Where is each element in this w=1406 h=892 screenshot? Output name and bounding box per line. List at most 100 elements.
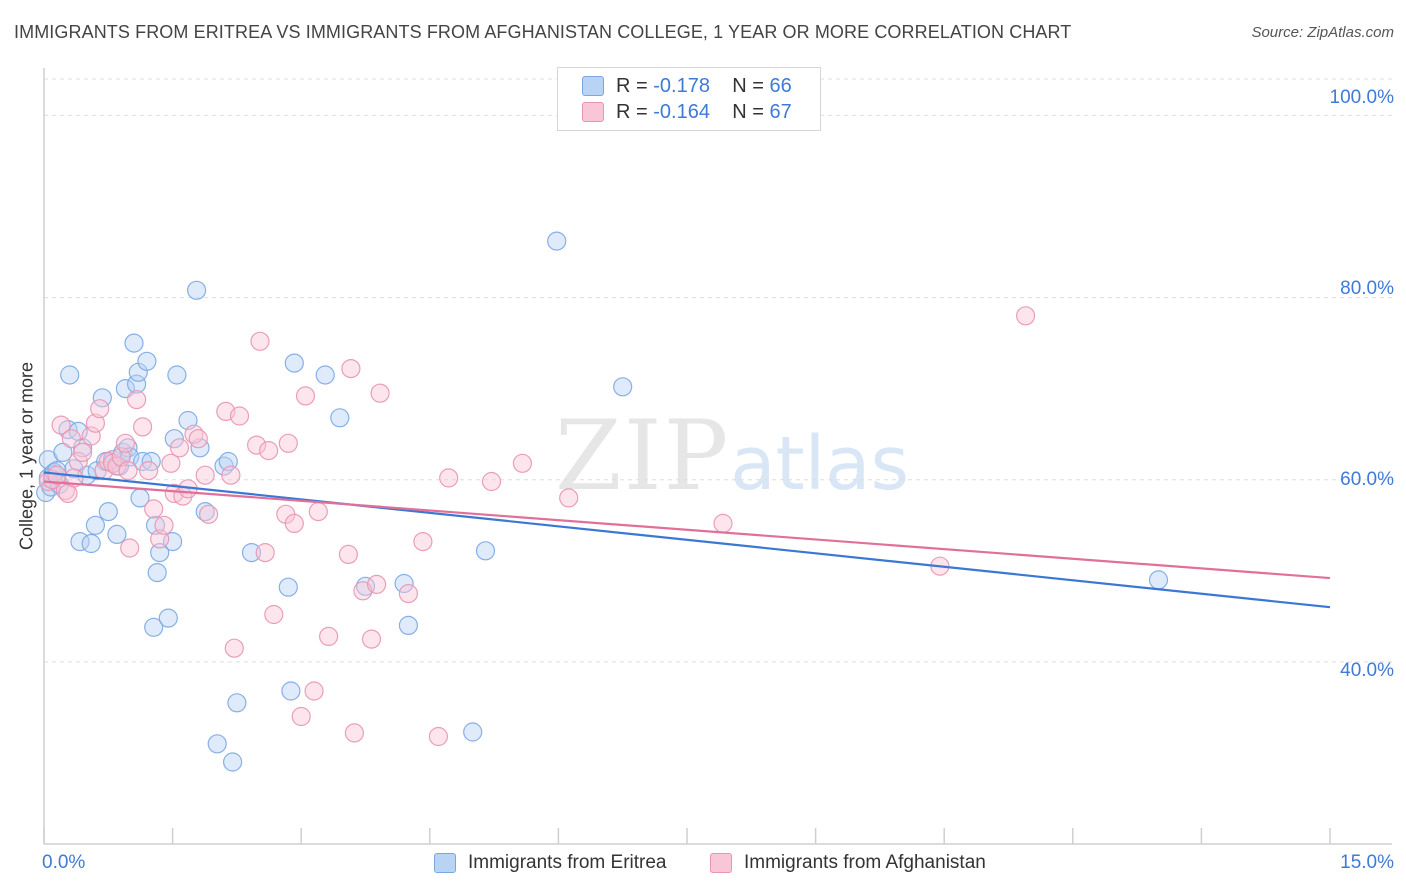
afghanistan-point (188, 429, 208, 449)
n-value-afghanistan: 67 (769, 101, 792, 123)
eritrea-point (195, 502, 215, 522)
axes (43, 68, 1392, 845)
eritrea-point (241, 542, 262, 563)
data-points (36, 231, 1169, 772)
afghanistan-point (195, 465, 215, 485)
eritrea-point (124, 333, 144, 353)
afghanistan-point (68, 451, 88, 472)
afghanistan-point (367, 574, 387, 595)
afghanistan-point (259, 441, 279, 461)
n-value-eritrea: 66 (769, 75, 792, 97)
y-tick-label: 100.0% (1329, 87, 1394, 108)
eritrea-trend-line (43, 471, 1331, 609)
correlation-legend: R = -0.178 N = 66 R = -0.164 N = 67 (557, 67, 821, 131)
eritrea-point (98, 502, 118, 522)
afghanistan-point (85, 413, 106, 433)
r-value-eritrea: -0.178 (653, 75, 710, 97)
afghanistan-trend-line (43, 480, 1331, 580)
afghanistan-point (61, 429, 82, 449)
afghanistan-point (370, 383, 390, 403)
afghanistan-point (284, 513, 304, 534)
eritrea-point (281, 681, 301, 701)
eritrea-point (60, 365, 80, 385)
afghanistan-point (439, 468, 459, 488)
afghanistan-point (118, 461, 138, 481)
afghanistan-point (713, 513, 733, 534)
eritrea-point (398, 615, 418, 636)
eritrea-point (330, 408, 350, 428)
eritrea-point (150, 542, 170, 563)
afghanistan-point (413, 531, 433, 552)
n-label: N = (732, 101, 764, 123)
afghanistan-point (338, 544, 358, 565)
afghanistan-point (428, 726, 448, 747)
afghanistan-point (247, 435, 267, 455)
source-note: Source: ZipAtlas.com (1251, 24, 1394, 41)
afghanistan-point (144, 499, 164, 519)
afghanistan-point (154, 515, 174, 535)
y-axis-label: College, 1 year or more (16, 361, 37, 551)
afghanistan-point (344, 723, 364, 743)
afghanistan-point (308, 502, 328, 522)
afghanistan-point (115, 433, 136, 453)
eritrea-point (187, 280, 207, 300)
afghanistan-point (72, 442, 93, 462)
afghanistan-point (120, 538, 140, 558)
x-tick-label-min: 0.0% (42, 852, 86, 873)
grid-lines (44, 78, 1392, 663)
eritrea-swatch (582, 76, 604, 96)
eritrea-point (107, 524, 127, 545)
y-tick-label: 80.0% (1340, 278, 1394, 299)
afghanistan-point (1015, 306, 1036, 326)
watermark-zip: ZIP (555, 400, 731, 512)
afghanistan-point (278, 433, 298, 453)
afghanistan-point (341, 359, 361, 379)
afghanistan-point (51, 415, 71, 435)
eritrea-point (164, 429, 184, 449)
legend-text-eritrea: R = -0.178 N = 66 (616, 75, 792, 98)
afghanistan-point (264, 604, 284, 625)
afghanistan-point (512, 453, 533, 473)
eritrea-point (1148, 570, 1169, 590)
eritrea-point (147, 562, 167, 583)
y-tick-label: 40.0% (1340, 660, 1394, 681)
watermark-atlas: atlas (730, 421, 910, 507)
eritrea-point (144, 617, 164, 637)
afghanistan-point (221, 465, 241, 485)
y-tick-label: 60.0% (1340, 469, 1394, 490)
eritrea-point (53, 442, 73, 462)
eritrea-point (223, 752, 243, 772)
afghanistan-point (295, 386, 316, 406)
x-tick-label-max: 15.0% (1340, 852, 1394, 873)
afghanistan-point (481, 471, 502, 492)
afghanistan-point (291, 706, 311, 727)
afghanistan-point (229, 406, 250, 426)
eritrea-point (167, 365, 187, 385)
legend-label-afghanistan: Immigrants from Afghanistan (744, 852, 986, 873)
eritrea-point (284, 353, 304, 373)
afghanistan-point (127, 390, 147, 410)
eritrea-point (278, 577, 298, 597)
afghanistan-point (559, 488, 579, 508)
eritrea-point (613, 377, 633, 397)
afghanistan-point (250, 331, 270, 351)
r-label: R = (616, 101, 648, 123)
afghanistan-point (319, 626, 339, 647)
eritrea-swatch (434, 853, 456, 873)
afghanistan-swatch (582, 102, 604, 122)
legend-label-eritrea: Immigrants from Eritrea (468, 852, 667, 873)
eritrea-point (227, 693, 247, 713)
afghanistan-swatch (710, 853, 732, 873)
afghanistan-point (361, 629, 382, 649)
legend-text-afghanistan: R = -0.164 N = 67 (616, 101, 792, 124)
r-label: R = (616, 75, 648, 97)
eritrea-point (81, 533, 101, 554)
n-label: N = (732, 75, 764, 97)
afghanistan-point (90, 399, 110, 419)
eritrea-point (137, 351, 157, 371)
afghanistan-point (199, 504, 219, 524)
afghanistan-point (304, 681, 324, 701)
eritrea-point (547, 231, 567, 251)
eritrea-point (315, 365, 335, 385)
